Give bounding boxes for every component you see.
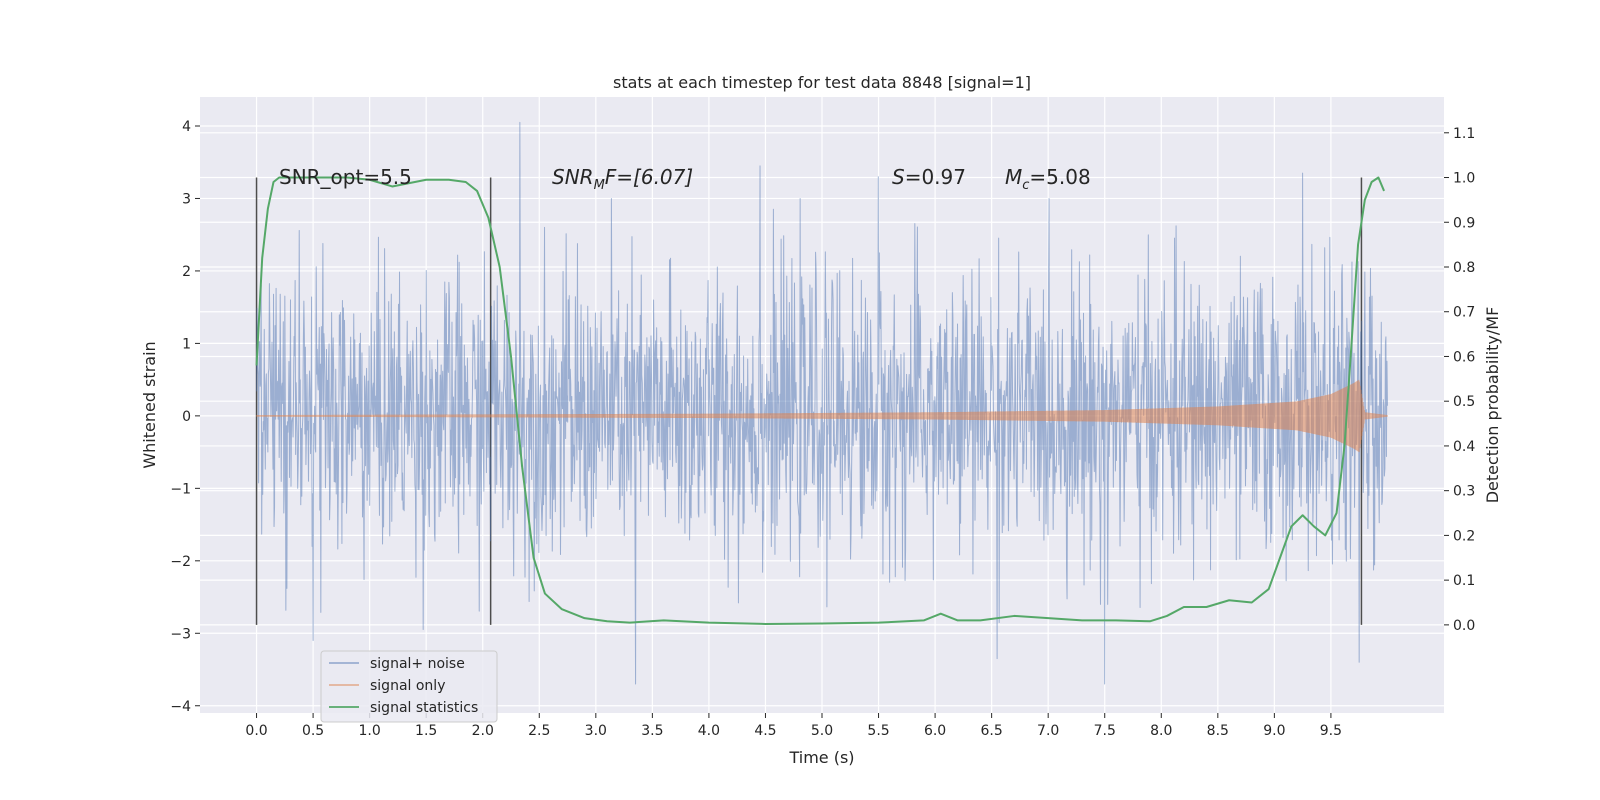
x-tick-label: 0.5 [302,723,324,739]
right-tick-label: 0.6 [1453,349,1475,365]
x-tick-label: 5.5 [867,723,889,739]
left-tick-label: 0 [182,409,191,425]
right-tick-label: 0.0 [1453,618,1475,634]
series-line-signal-only [256,379,1388,453]
left-tick-label: 3 [182,191,191,207]
legend-label-signal-statistics: signal statistics [370,700,478,716]
right-tick-label: 0.3 [1453,484,1475,500]
left-tick-label: −4 [170,699,191,715]
left-axis-ticks: −4 −3 −2 −1 0 1 2 3 4 [170,119,200,715]
legend-label-signal-noise: signal+ noise [370,656,465,672]
x-tick-label: 2.0 [472,723,494,739]
legend-label-signal-only: signal only [370,678,445,694]
annotation-snr-mf-sub: M [594,178,605,193]
right-tick-label: 0.1 [1453,573,1475,589]
x-tick-label: 1.0 [359,723,381,739]
annotation-snr-mf: SNRMF=[6.07] [552,165,693,193]
x-tick-label: 2.5 [528,723,550,739]
x-tick-label: 0.0 [245,723,267,739]
legend-box [320,650,498,723]
annotation-s-label: S [892,165,905,189]
right-tick-label: 0.7 [1453,305,1475,321]
x-tick-label: 1.5 [415,723,437,739]
annotation-snr-mf-main: SNR [552,165,594,189]
x-tick-label: 8.5 [1207,723,1229,739]
x-tick-label: 4.0 [698,723,720,739]
x-tick-label: 3.5 [641,723,663,739]
x-tick-label: 9.0 [1263,723,1285,739]
x-tick-label: 6.0 [924,723,946,739]
left-tick-label: −2 [170,554,191,570]
right-tick-label: 0.4 [1453,439,1475,455]
x-tick-label: 3.0 [585,723,607,739]
x-axis-label: Time (s) [788,748,854,767]
right-tick-label: 1.0 [1453,171,1475,187]
annotation-s: S=0.97 [892,165,966,189]
right-axis-ticks: 0.0 0.1 0.2 0.3 0.4 0.5 0.6 0.7 0.8 0.9 1.0 1.1 [1444,126,1475,634]
right-tick-label: 1.1 [1453,126,1475,142]
annotation-snr-opt: SNR_opt=5.5 [279,165,412,189]
left-tick-label: −3 [170,626,191,642]
left-tick-label: −1 [170,481,191,497]
annotation-mc-sub: c [1022,178,1029,193]
legend: signal+ noise signal only signal statist… [320,650,498,723]
x-tick-label: 8.0 [1150,723,1172,739]
series-signal-only [256,379,1388,453]
series-signal-statistics [255,176,1385,625]
annotation-snr-mf-rest: F=[6.07] [605,165,693,189]
series-line-signal-statistics [255,176,1385,625]
x-tick-label: 7.0 [1037,723,1059,739]
x-tick-label: 4.5 [754,723,776,739]
right-tick-label: 0.9 [1453,215,1475,231]
annotation-s-value: =0.97 [905,165,966,189]
left-tick-label: 1 [182,336,191,352]
left-tick-label: 4 [182,119,191,135]
series-line-signal-noise [256,121,1388,685]
x-tick-label: 6.5 [981,723,1003,739]
annotation-mc-value: =5.08 [1029,165,1090,189]
annotation-mc-label: M [1005,165,1022,189]
right-tick-label: 0.5 [1453,394,1475,410]
left-axis-label: Whitened strain [140,341,159,468]
annotation-mc: Mc=5.08 [1005,165,1091,193]
x-tick-label: 5.0 [811,723,833,739]
x-axis-ticks: 0.0 0.5 1.0 1.5 2.0 2.5 3.0 3.5 4.0 4.5 5.0 5.5 6.0 6… [245,713,1342,739]
chart-title: stats at each timestep for test data 884… [613,73,1031,92]
x-tick-label: 9.5 [1320,723,1342,739]
left-tick-label: 2 [182,264,191,280]
right-tick-label: 0.8 [1453,260,1475,276]
x-tick-label: 7.5 [1094,723,1116,739]
series-signal-noise [256,121,1388,685]
right-axis-label: Detection probability/MF [1483,307,1502,504]
right-tick-label: 0.2 [1453,528,1475,544]
